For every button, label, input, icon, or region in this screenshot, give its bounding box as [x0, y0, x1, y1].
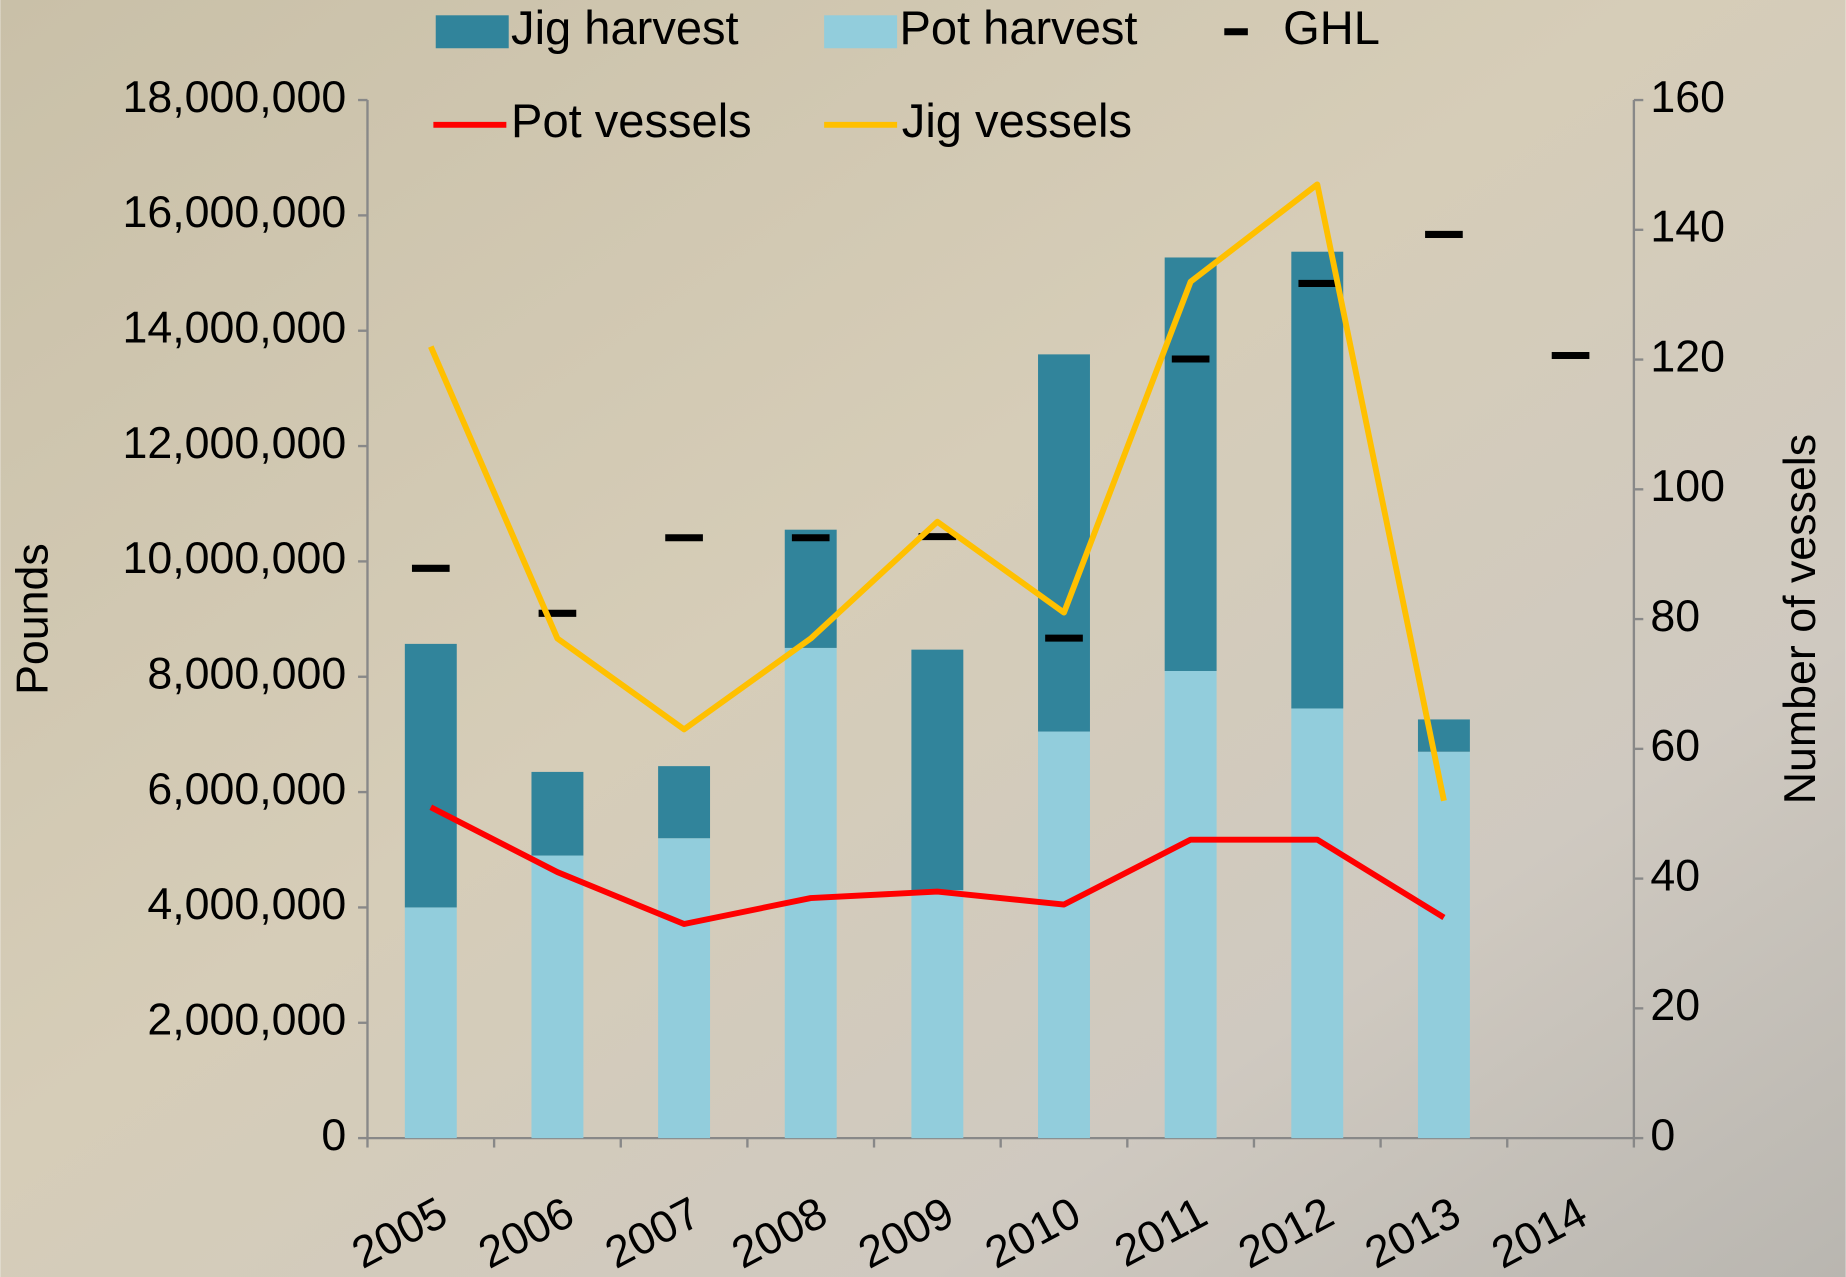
bar	[658, 766, 711, 839]
y2-tick-label: 100	[1650, 462, 1725, 511]
y-tick-label: 14,000,000	[122, 304, 346, 353]
y2-tick-label: 80	[1650, 592, 1700, 641]
bar	[1291, 251, 1344, 709]
bar	[1164, 670, 1217, 1139]
bar	[784, 529, 837, 648]
bar	[784, 647, 837, 1139]
y-tick-label: 0	[321, 1111, 346, 1160]
y2-tick-label: 140	[1650, 203, 1725, 252]
bar	[404, 907, 457, 1139]
bar	[911, 649, 964, 891]
y2-axis-label: Number of vessels	[1776, 434, 1825, 804]
legend-swatch	[824, 15, 898, 49]
line	[428, 181, 1447, 802]
bar	[1038, 354, 1090, 732]
line	[429, 804, 1446, 927]
y-tick-label: 6,000,000	[147, 765, 346, 814]
y-tick-label: 8,000,000	[147, 650, 346, 699]
bar	[1291, 708, 1344, 1139]
y2-tick-label: 20	[1650, 981, 1700, 1030]
y2-tick-label: 40	[1650, 851, 1700, 900]
legend-label: Jig vessels	[902, 94, 1132, 147]
y-tick-label: 2,000,000	[147, 996, 346, 1045]
bar	[658, 838, 711, 1139]
y2-tick-label: 0	[1650, 1111, 1675, 1160]
bar	[1164, 257, 1217, 671]
bar	[1038, 731, 1090, 1139]
bar	[531, 855, 584, 1139]
y-tick-label: 10,000,000	[122, 534, 346, 583]
y-tick-label: 16,000,000	[122, 188, 346, 237]
y-tick-label: 4,000,000	[147, 880, 346, 929]
legend-label: Pot harvest	[899, 1, 1137, 54]
bar	[404, 643, 457, 908]
legend-swatch	[435, 15, 509, 49]
legend-label: Pot vessels	[511, 94, 752, 147]
y-tick-label: 18,000,000	[122, 73, 346, 122]
y2-tick-label: 120	[1650, 332, 1725, 381]
y-tick-label: 12,000,000	[122, 419, 346, 468]
bar	[911, 890, 964, 1139]
y2-tick-label: 60	[1650, 722, 1700, 771]
legend-label: GHL	[1283, 1, 1380, 54]
legend-label: Jig harvest	[511, 1, 739, 54]
bar	[1417, 751, 1470, 1139]
y-axis-label: Pounds	[8, 543, 57, 695]
y2-tick-label: 160	[1650, 73, 1725, 122]
bar	[531, 771, 584, 856]
